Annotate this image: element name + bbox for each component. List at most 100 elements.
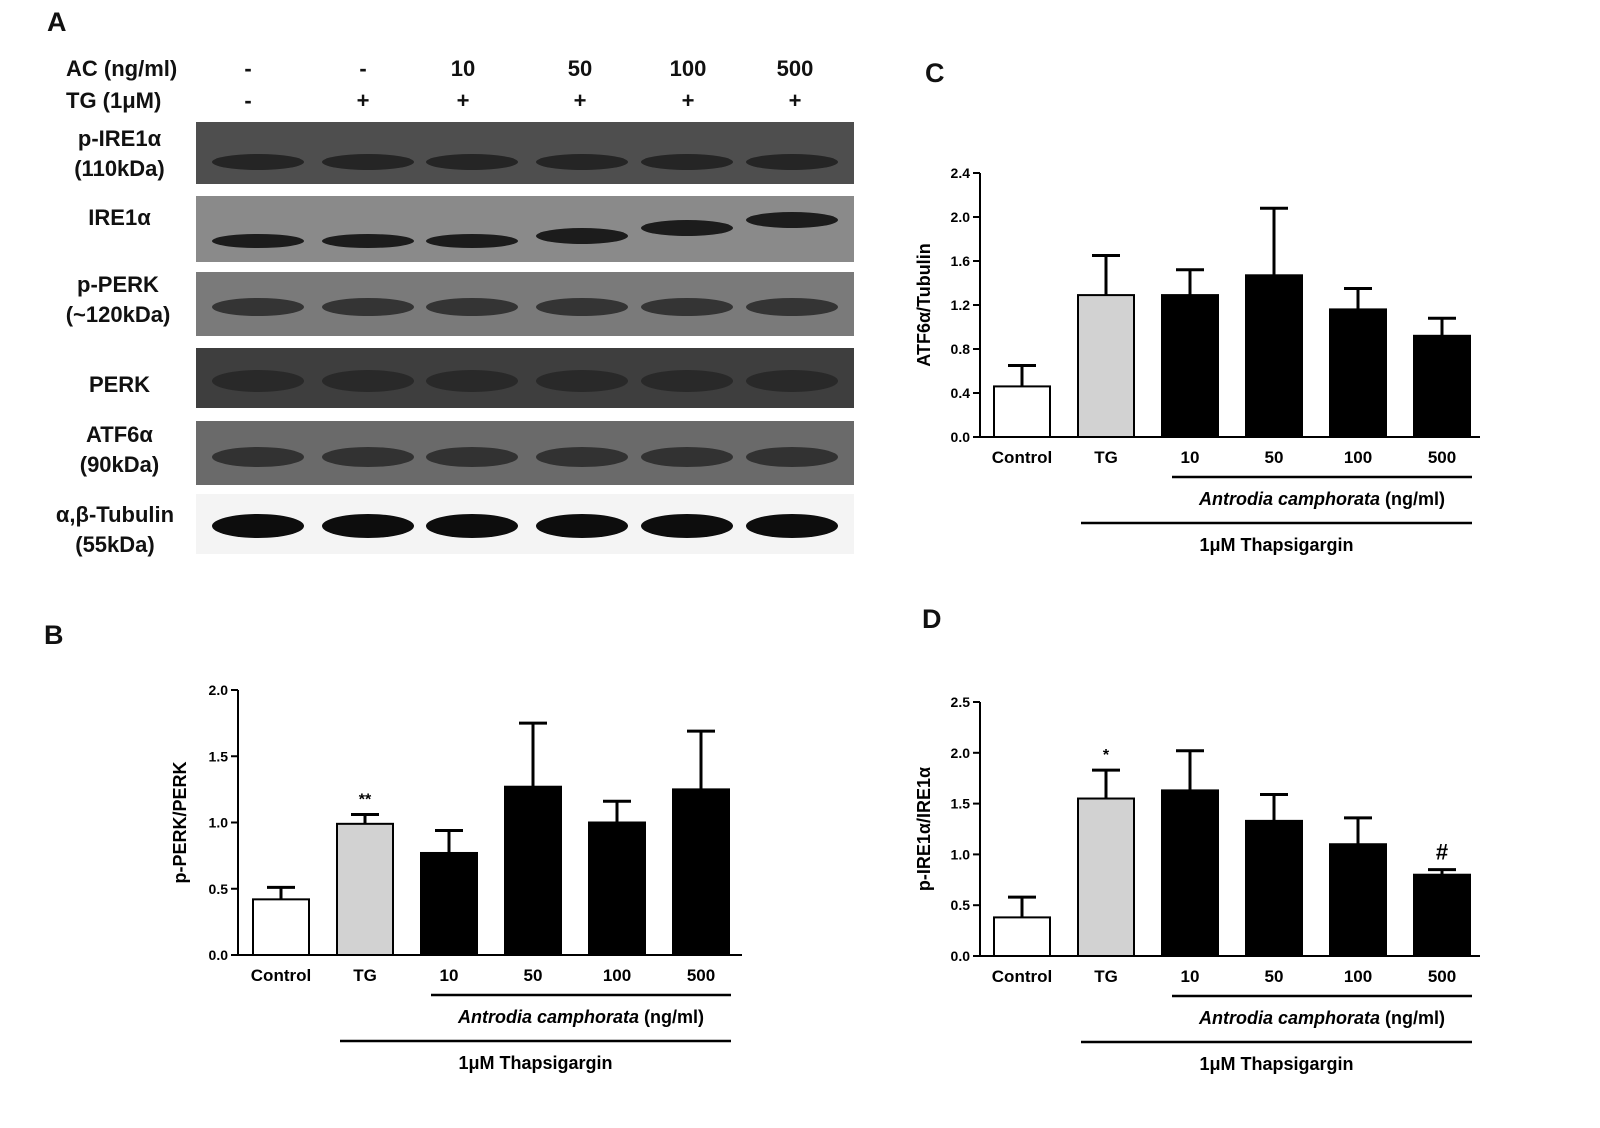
x-tick-label: 500 [687, 966, 715, 985]
bar [252, 898, 310, 957]
tg-lane-value: + [573, 88, 587, 113]
x-tick-label: TG [1094, 967, 1118, 986]
tg-concentration-label: TG (1μM) [66, 88, 162, 113]
panel-letter-d: D [922, 604, 942, 634]
bar [1413, 334, 1471, 438]
antrodia-unit: (ng/ml) [639, 1007, 704, 1027]
blot-band [641, 298, 733, 316]
x-tick-label: 10 [1181, 448, 1200, 467]
blot-row-label: p-PERK (~120kDa) [48, 270, 188, 330]
blot-band [536, 154, 628, 170]
blot-band [212, 234, 304, 248]
y-tick-label: 2.0 [951, 745, 971, 761]
blot-band [746, 447, 838, 467]
blot-band [536, 514, 628, 538]
group-label-antrodia: Antrodia camphorata (ng/ml) [1198, 489, 1445, 509]
bar [1413, 873, 1471, 957]
blot-band [536, 298, 628, 316]
blot-strip [196, 348, 854, 408]
bar [1245, 819, 1303, 957]
x-tick-label: Control [992, 448, 1052, 467]
y-axis-label: p-PERK/PERK [170, 761, 190, 883]
blot-row-label: p-IRE1α (110kDa) [52, 124, 187, 184]
y-tick-label: 1.2 [951, 297, 971, 313]
blot-band [212, 447, 304, 467]
tg-lane-value: + [681, 88, 695, 113]
blot-row-name: α,β-Tubulin [55, 502, 175, 527]
blot-band [641, 154, 733, 170]
x-tick-label: TG [353, 966, 377, 985]
blot-band [746, 212, 838, 228]
x-tick-label: 50 [1265, 448, 1284, 467]
blot-band [641, 370, 733, 392]
panel-letter-a: A [47, 7, 67, 37]
chart-atf6: 0.0 0.4 0.8 1.2 1.6 2.0 2.4 ATF6α/Tubulin Contro… [914, 165, 1480, 555]
y-tick-label: 0.0 [951, 948, 971, 964]
group-label-thapsigargin: 1μM Thapsigargin [458, 1053, 612, 1073]
x-tick-label: 10 [1181, 967, 1200, 986]
x-tick-label: Control [251, 966, 311, 985]
x-tick-label: 100 [1344, 448, 1372, 467]
chart-p-ire1: 0.0 0.5 1.0 1.5 2.0 2.5 p-IRE1α/IRE1α Control * T… [914, 694, 1480, 1074]
bar [336, 822, 394, 956]
antrodia-name: Antrodia camphorata [457, 1007, 639, 1027]
blot-band [212, 298, 304, 316]
y-tick-label: 1.0 [951, 846, 971, 862]
blot-row-name: p-PERK [77, 272, 159, 297]
bar [1077, 294, 1135, 438]
blot-band [322, 514, 414, 538]
blot-band [641, 514, 733, 538]
y-axis-label: ATF6α/Tubulin [914, 243, 934, 366]
y-tick-label: 2.0 [209, 682, 229, 698]
blot-row-name: PERK [88, 372, 151, 397]
blot-band [212, 514, 304, 538]
bar [1161, 789, 1219, 957]
blot-band [322, 298, 414, 316]
y-tick-label: 2.4 [951, 165, 971, 181]
blot-row-label: IRE1α [52, 203, 187, 233]
blot-strip [196, 272, 854, 336]
group-label-antrodia: Antrodia camphorata (ng/ml) [1198, 1008, 1445, 1028]
antrodia-unit: (ng/ml) [1380, 1008, 1445, 1028]
blot-band [746, 154, 838, 170]
blot-band [746, 514, 838, 538]
blot-band [322, 154, 414, 170]
y-tick-label: 0.5 [209, 881, 229, 897]
tg-lane-value: - [244, 88, 252, 113]
bar [1329, 843, 1387, 958]
blot-row-weight: (90kDa) [79, 452, 160, 477]
y-tick-label: 2.0 [951, 209, 971, 225]
x-tick-label: 50 [524, 966, 543, 985]
y-tick-label: 1.0 [209, 815, 229, 831]
blot-row-label: α,β-Tubulin (55kDa) [40, 500, 190, 560]
y-tick-label: 1.6 [951, 253, 971, 269]
blot-strip [196, 421, 854, 485]
blot-band [536, 228, 628, 244]
blot-row-label: ATF6α (90kDa) [52, 420, 187, 480]
tg-lane-value: + [356, 88, 370, 113]
antrodia-name: Antrodia camphorata [1198, 1008, 1380, 1028]
blot-strip [196, 196, 854, 262]
blot-band [641, 220, 733, 236]
ac-concentration-label: AC (ng/ml) [66, 56, 178, 81]
blot-band [536, 447, 628, 467]
x-tick-label: Control [992, 967, 1052, 986]
group-label-antrodia: Antrodia camphorata (ng/ml) [457, 1007, 704, 1027]
blot-band [426, 447, 518, 467]
y-tick-label: 1.5 [951, 796, 971, 812]
blot-strip [196, 122, 854, 184]
significance-mark: ** [359, 792, 372, 809]
x-tick-label: TG [1094, 448, 1118, 467]
y-tick-label: 0.4 [951, 385, 971, 401]
blot-row-weight: (110kDa) [74, 156, 165, 181]
y-tick-label: 2.5 [951, 694, 971, 710]
blot-band [746, 370, 838, 392]
bar [672, 788, 730, 956]
blot-row-weight: (55kDa) [75, 532, 155, 557]
bar [1245, 274, 1303, 438]
blot-band [426, 154, 518, 170]
x-tick-label: 10 [440, 966, 459, 985]
antrodia-name: Antrodia camphorata [1198, 489, 1380, 509]
group-label-thapsigargin: 1μM Thapsigargin [1199, 1054, 1353, 1074]
blot-row-label: PERK [52, 370, 187, 400]
